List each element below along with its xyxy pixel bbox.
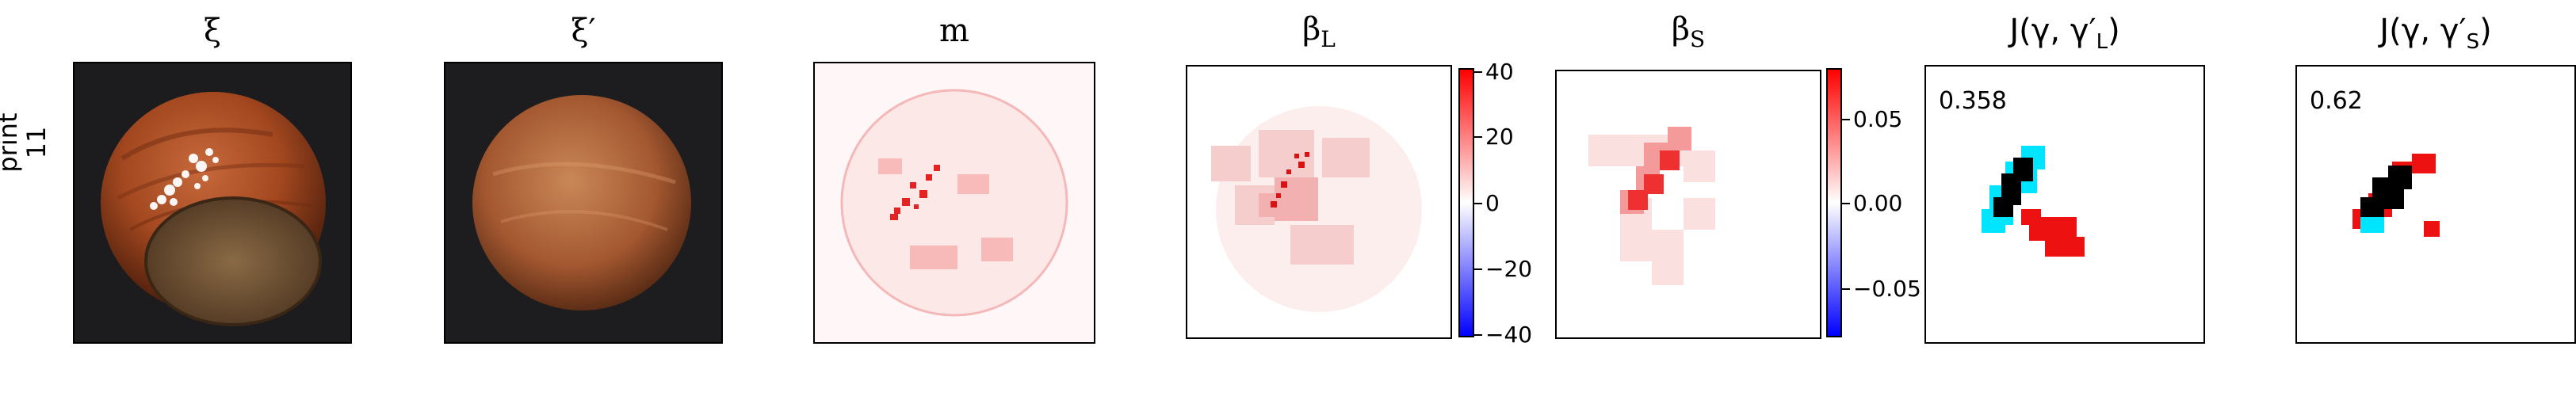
title-beta-L-main: β <box>1302 11 1321 48</box>
title-beta-S-sub: S <box>1689 26 1706 52</box>
title-J-S-pre: J(γ, γ′ <box>2379 13 2467 49</box>
title-J-S-post: ) <box>2479 13 2492 49</box>
score-J-L: 0.358 <box>1939 87 2007 115</box>
image-xi-prime <box>444 62 723 344</box>
jaccard-S-overlay <box>2352 154 2440 237</box>
title-m: m <box>939 13 969 49</box>
title-beta-S-main: β <box>1671 11 1690 48</box>
hazelnut-image <box>101 92 326 326</box>
row-label: print 11 <box>0 95 52 190</box>
image-J-L: 0.358 <box>1924 65 2205 344</box>
title-J-L-pre: J(γ, γ′ <box>2009 13 2096 49</box>
colorbar-L-tick: 20 <box>1485 124 1514 150</box>
colorbar-S-tick: 0.05 <box>1853 106 1903 132</box>
row-label-line2: 11 <box>21 126 52 159</box>
title-J-L-post: ) <box>2108 13 2120 49</box>
title-beta-S: βS <box>1555 11 1821 52</box>
colorbar-L <box>1458 68 1474 337</box>
colorbar-S <box>1826 68 1842 337</box>
colorbar-L-tick: −20 <box>1485 256 1533 282</box>
title-J-S-sub: S <box>2466 30 2480 54</box>
beta-S-heatmap <box>1588 127 1715 285</box>
reconstruction-image <box>472 95 691 310</box>
score-J-S: 0.62 <box>2310 87 2363 115</box>
colorbar-S-tick: 0.00 <box>1853 190 1903 216</box>
beta-L-heatmap <box>1211 106 1422 312</box>
image-beta-L <box>1186 65 1452 339</box>
mask-heatmap <box>840 89 1068 317</box>
jaccard-L-overlay <box>1982 146 2085 257</box>
colorbar-S-tick: −0.05 <box>1853 276 1921 302</box>
row-label-line1: print <box>0 112 23 173</box>
title-beta-L-sub: L <box>1320 26 1336 52</box>
title-beta-L: βL <box>1186 11 1452 52</box>
title-J-L: J(γ, γ′L) <box>1924 13 2205 54</box>
colorbar-L-tick: −40 <box>1485 322 1533 348</box>
colorbar-L-tick: 40 <box>1485 59 1514 85</box>
image-beta-S <box>1555 70 1821 339</box>
image-xi <box>73 62 352 344</box>
title-xi: ξ <box>203 13 222 49</box>
title-J-S: J(γ, γ′S) <box>2295 13 2576 54</box>
image-m <box>813 62 1095 344</box>
title-xi-prime: ξ′ <box>571 13 596 49</box>
colorbar-L-tick: 0 <box>1485 190 1500 216</box>
image-J-S: 0.62 <box>2295 65 2576 344</box>
title-J-L-sub: L <box>2096 30 2108 54</box>
